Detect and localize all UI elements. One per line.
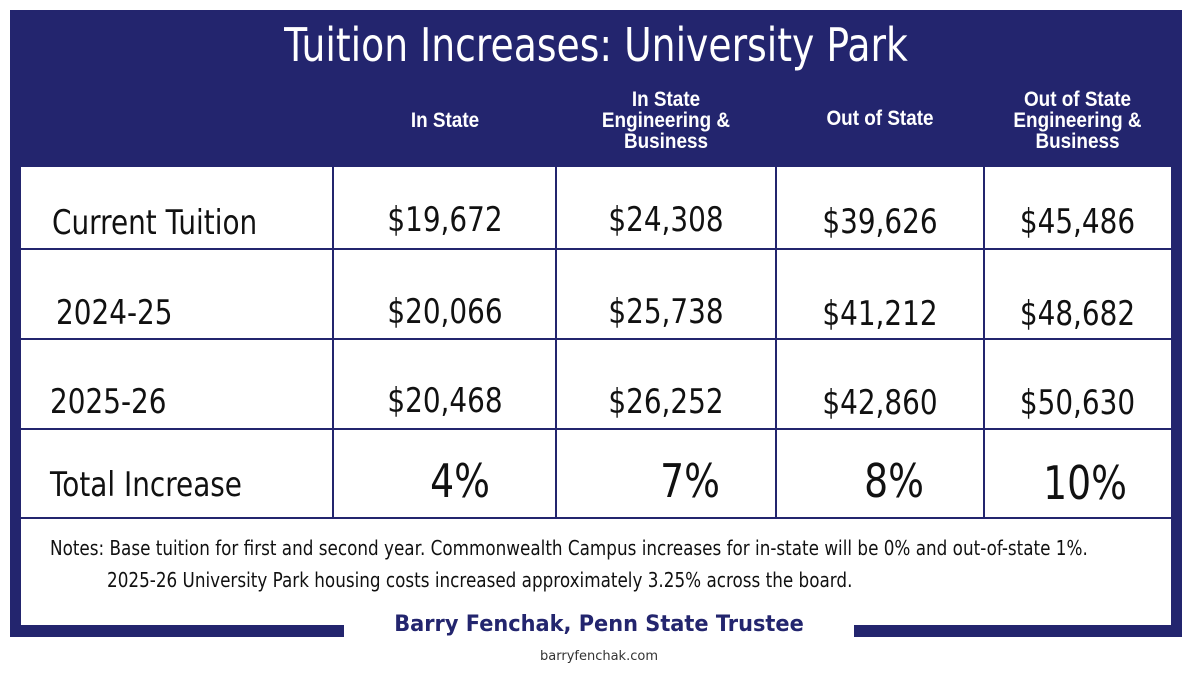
table-cell: $50,630 [1019,383,1136,423]
table-cell: $20,066 [387,292,503,332]
column-header-out-of-state-engineering-business: Out of State Engineering & Business [1013,88,1142,153]
row-divider [21,248,1171,250]
table-cell: $25,738 [608,292,724,332]
column-divider [983,167,985,517]
table-cell: $48,682 [1019,294,1136,334]
table-cell: 4% [430,454,490,508]
tuition-table [21,167,1171,517]
table-cell: $45,486 [1019,202,1136,242]
column-header-in-state-engineering-business: In State Engineering & Business [601,88,731,153]
column-divider [555,167,557,517]
table-cell: $19,672 [387,200,503,240]
footer-gap [344,625,854,639]
column-header-in-state: In State [410,109,480,132]
table-cell: $42,860 [822,383,938,423]
table-cell: 8% [864,454,924,508]
website-link[interactable]: barryfenchak.com [540,649,658,664]
row-divider [21,428,1171,430]
author-credit: Barry Fenchak, Penn State Trustee [394,612,804,637]
table-cell: 7% [660,454,720,508]
row-label-2024-25: 2024-25 [56,293,173,333]
column-header-out-of-state: Out of State [826,107,934,130]
row-divider [21,338,1171,340]
row-label-current-tuition: Current Tuition [52,203,258,243]
table-cell: $39,626 [822,202,938,242]
row-label-2025-26: 2025-26 [50,382,167,422]
table-cell: $41,212 [822,294,938,334]
column-divider [775,167,777,517]
row-label-total-increase: Total Increase [50,465,242,505]
notes-panel [21,519,1171,625]
table-cell: $26,252 [608,382,724,422]
table-cell: $20,468 [387,381,503,421]
notes-line-1: Notes: Base tuition for first and second… [50,536,1088,560]
table-cell: 10% [1043,456,1127,510]
row-divider [21,517,1171,519]
notes-line-2: 2025-26 University Park housing costs in… [107,568,853,592]
table-cell: $24,308 [608,200,724,240]
column-divider [332,167,334,517]
page-title: Tuition Increases: University Park [284,18,908,72]
